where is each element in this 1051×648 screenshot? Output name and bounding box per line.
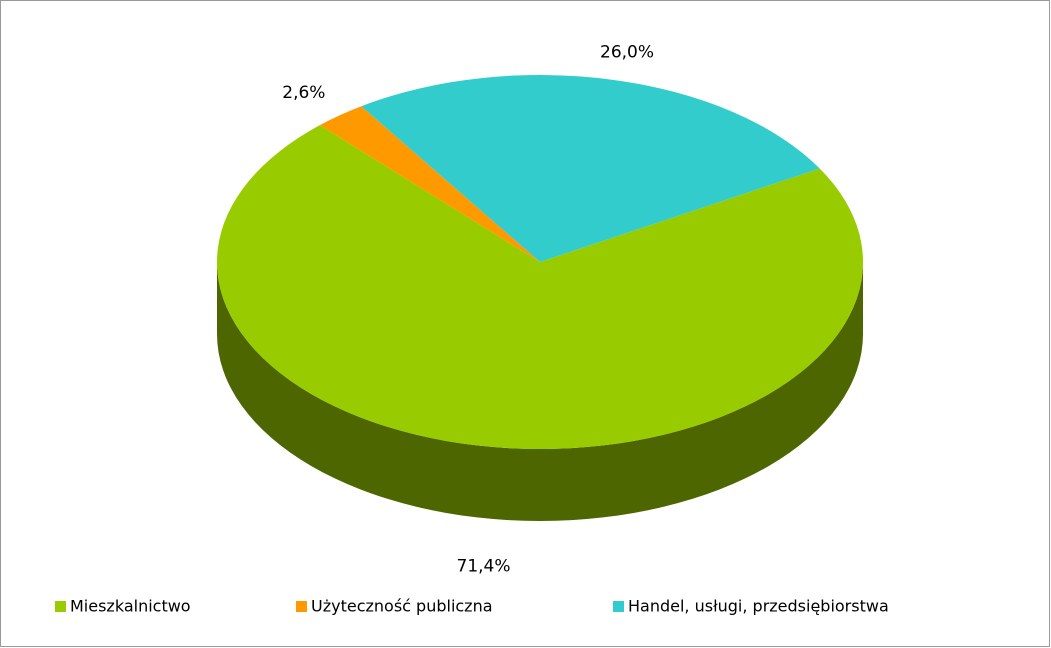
legend-label: Mieszkalnictwo [70,597,191,616]
legend-label: Handel, usługi, przedsiębiorstwa [628,597,889,616]
legend-swatch [55,601,66,612]
legend-label: Użyteczność publiczna [311,597,493,616]
pie-slice [361,74,820,262]
data-label: 26,0% [600,43,654,63]
data-label: 2,6% [282,83,325,103]
data-label: 71,4% [457,557,511,577]
pie-slice [319,106,540,262]
legend-swatch [613,601,624,612]
pie-sides [217,262,863,521]
legend-swatch [296,601,307,612]
pie-tops [217,74,863,449]
pie-slice-side [217,262,863,521]
pie-slice [217,125,863,449]
